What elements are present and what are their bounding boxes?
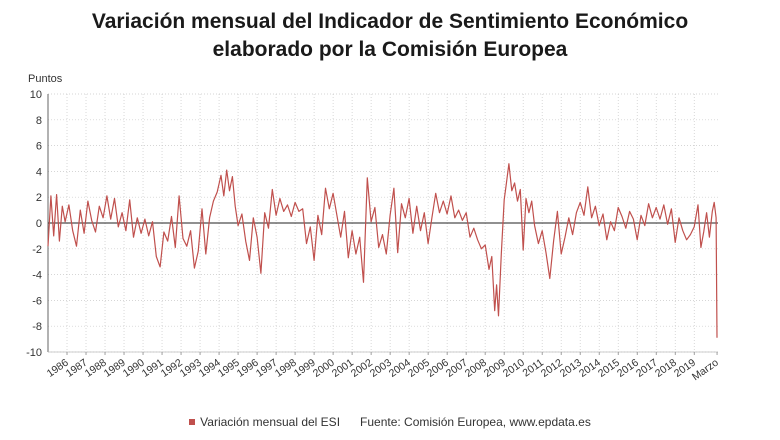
legend-swatch [189,418,196,425]
y-tick-label: -10 [26,347,42,359]
y-tick-label: 10 [30,89,42,101]
y-axis-label: Puntos [28,73,63,85]
y-tick-label: 0 [36,218,42,230]
y-tick-label: 4 [36,166,42,178]
y-tick-label: 8 [36,115,42,127]
y-tick-label: -6 [32,295,42,307]
series-line [47,163,718,338]
chart-title-line-1: Variación mensual del Indicador de Senti… [91,10,689,33]
y-tick-label: -4 [32,270,42,282]
chart-title: Variación mensual del Indicador de Senti… [0,8,780,64]
chart-title-line-2: elaborado por la Comisión Europea [212,38,568,61]
y-tick-label: -2 [32,244,42,256]
y-tick-label: 6 [36,141,42,153]
y-tick-label: -8 [32,321,42,333]
source-text: Fuente: Comisión Europea, www.epdata.es [360,414,591,429]
chart-footer: Variación mensual del ESI Fuente: Comisió… [0,414,780,429]
legend-label: Variación mensual del ESI [200,414,341,429]
y-tick-label: 2 [36,192,42,204]
x-tick-label: Marzo [690,357,721,384]
